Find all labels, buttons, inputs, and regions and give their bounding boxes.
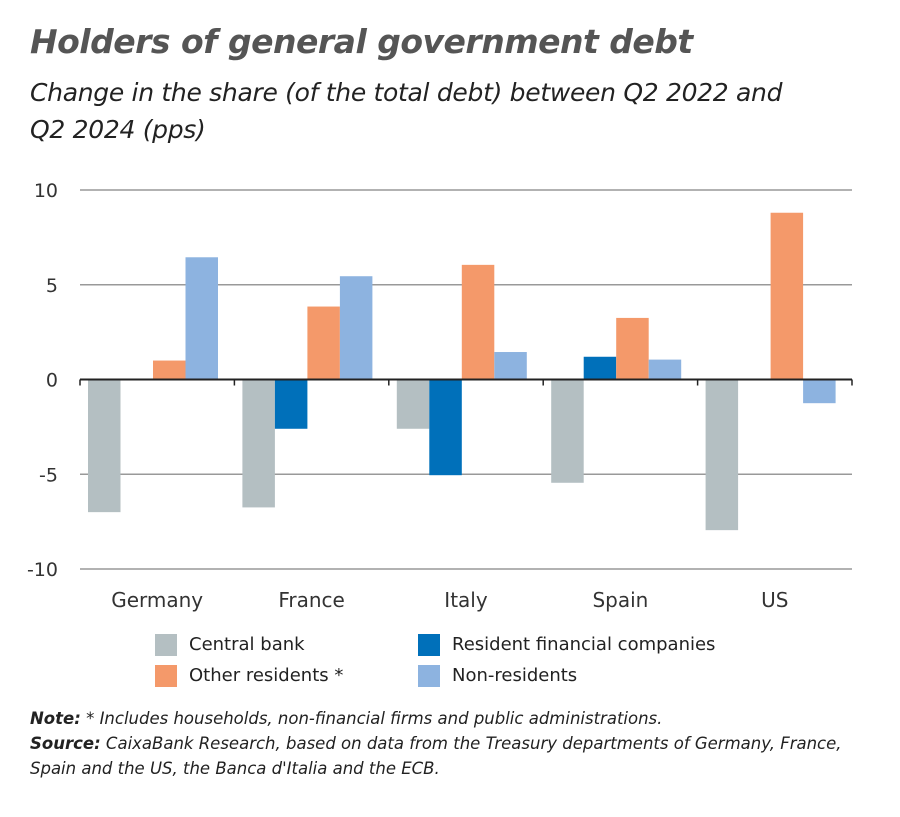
bar-spain-0 [551,379,584,483]
legend-label: Central bank [189,634,305,655]
y-tick-label: 10 [34,180,58,202]
legend-item-non-residents: Non-residents [418,665,577,687]
legend-swatch [155,665,177,687]
bar-spain-3 [648,359,682,380]
y-tick-label: 5 [46,275,58,297]
x-tick-label: Germany [111,588,203,612]
source-text: CaixaBank Research, based on data from t… [30,734,842,778]
bar-spain-1 [583,356,617,380]
legend-swatch [418,665,440,687]
bar-italy-3 [494,352,527,380]
x-tick-label: Italy [444,588,488,612]
y-tick-label: -5 [39,464,58,486]
note-text: * Includes households, non-financial fir… [80,709,663,728]
legend-swatch [418,634,440,656]
x-tick-label: Spain [592,588,648,612]
legend-label: Other residents * [189,665,344,686]
bar-france-0 [242,379,275,508]
note-label: Note: [30,709,81,728]
legend-swatch [155,634,177,656]
bar-germany-0 [88,379,121,513]
bar-us-2 [770,212,804,380]
bar-france-2 [307,306,340,380]
x-tick-label: France [278,588,345,612]
bar-italy-2 [461,264,495,380]
legend-item-resident-financial: Resident financial companies [418,634,715,656]
bar-germany-2 [153,360,186,380]
bar-italy-0 [396,379,430,429]
bar-france-3 [339,276,373,380]
bar-italy-1 [429,379,462,476]
legend-item-central-bank: Central bank [155,634,305,656]
chart-title: Holders of general government debt [30,22,693,61]
legend-label: Resident financial companies [452,634,716,655]
bar-spain-2 [616,317,649,380]
footnote: Note: * Includes households, non-financi… [30,706,890,781]
legend-label: Non-residents [452,665,578,686]
source-label: Source: [30,734,101,753]
y-tick-label: 0 [46,370,58,392]
y-tick-label: -10 [27,559,58,581]
chart-subtitle: Change in the share (of the total debt) … [30,78,783,144]
bar-germany-3 [185,257,218,380]
bar-us-0 [705,379,739,531]
bar-chart: 10 5 0 -5 -10 Germany France Italy Spain US [27,180,853,612]
bar-us-3 [803,379,836,404]
bar-france-1 [274,379,308,429]
legend-item-other-residents: Other residents * [155,665,343,687]
x-tick-label: US [761,588,788,612]
